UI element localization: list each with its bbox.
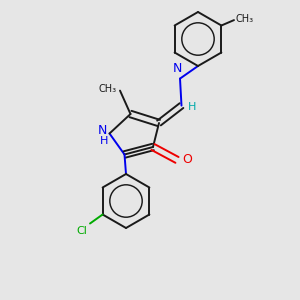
Text: CH₃: CH₃: [98, 84, 116, 94]
Text: H: H: [188, 102, 196, 112]
Text: N: N: [98, 124, 107, 137]
Text: H: H: [100, 136, 108, 146]
Text: N: N: [173, 62, 182, 75]
Text: Cl: Cl: [76, 226, 87, 236]
Text: O: O: [182, 153, 192, 166]
Text: CH₃: CH₃: [236, 14, 253, 25]
